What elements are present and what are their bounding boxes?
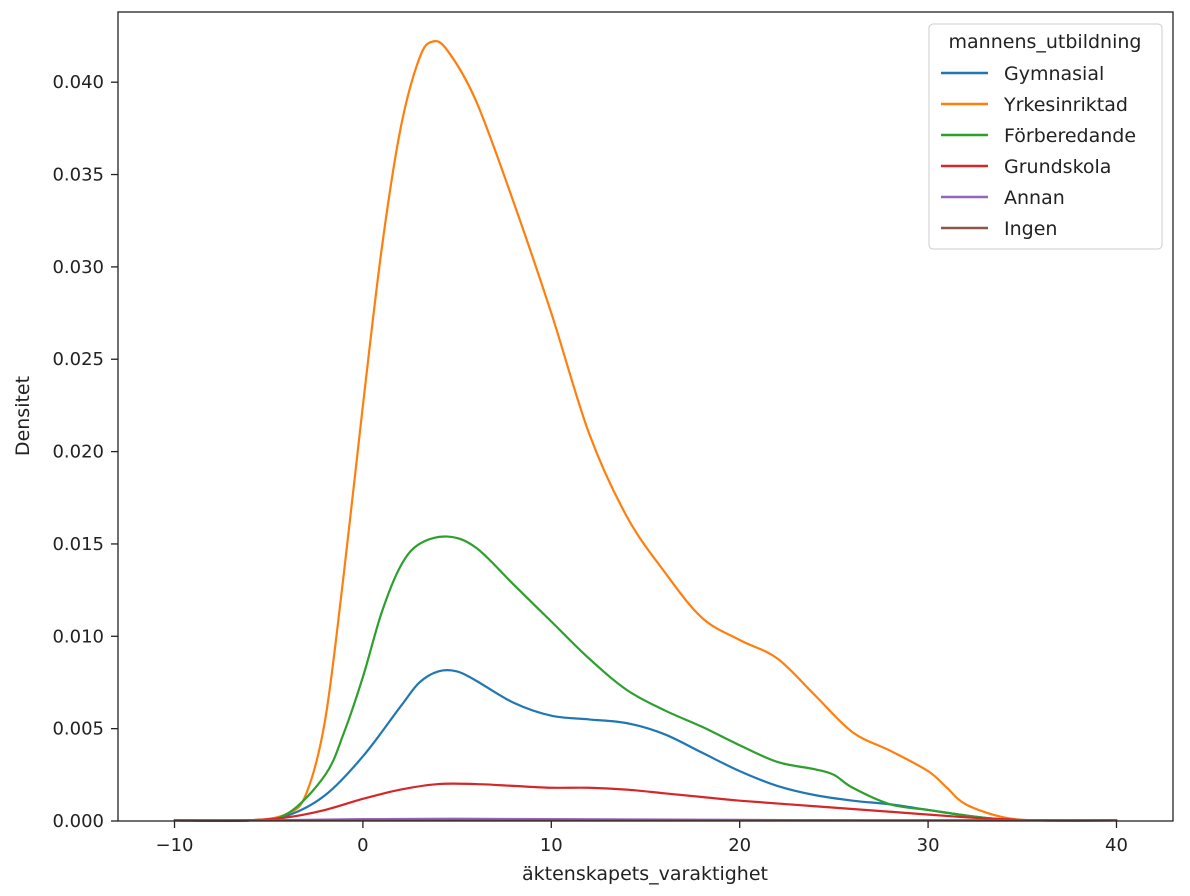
legend-entry-label: Förberedande (1004, 125, 1136, 147)
series-line-f-rberedande (173, 535, 1118, 823)
x-tick-label: 20 (728, 835, 751, 856)
x-tick-label: 0 (357, 835, 368, 856)
x-tick-label: −10 (156, 835, 194, 856)
x-axis: −10 0 10 20 30 40 (156, 821, 1128, 856)
y-tick-label: 0.015 (52, 534, 104, 555)
y-tick-label: 0.010 (52, 626, 104, 647)
y-axis: 0.000 0.005 0.010 0.015 0.020 0.025 0.030 0.035… (52, 72, 118, 832)
series-line-yrkesinriktad (173, 39, 1118, 823)
x-tick-label: 10 (540, 835, 563, 856)
series-line-grundskola (173, 782, 1118, 822)
series-line-gymnasial (173, 669, 1118, 822)
y-axis-label: Densitet (12, 376, 34, 456)
legend-entry-label: Yrkesinriktad (1003, 94, 1128, 116)
y-tick-label: 0.000 (52, 811, 104, 832)
y-tick-label: 0.025 (52, 349, 104, 370)
y-tick-label: 0.040 (52, 72, 104, 93)
legend-title: mannens_utbildning (949, 31, 1142, 53)
x-tick-label: 30 (917, 835, 940, 856)
legend-frame (928, 23, 1163, 250)
legend-entry-label: Ingen (1004, 218, 1057, 240)
y-tick-label: 0.005 (52, 719, 104, 740)
legend-entry-label: Gymnasial (1004, 63, 1104, 85)
legend-entries: Gymnasial Yrkesinriktad Förberedande Grunds… (941, 63, 1136, 240)
y-tick-label: 0.035 (52, 165, 104, 186)
y-tick-label: 0.020 (52, 442, 104, 463)
legend-entry-label: Grundskola (1004, 156, 1111, 178)
legend: mannens_utbildning Gymnasial Yrkesinrikta… (928, 23, 1163, 250)
x-tick-label: 40 (1105, 835, 1128, 856)
plot-frame (117, 11, 1174, 822)
x-axis-label: äktenskapets_varaktighet (522, 863, 768, 885)
y-tick-label: 0.030 (52, 257, 104, 278)
legend-entry-label: Annan (1004, 187, 1065, 209)
